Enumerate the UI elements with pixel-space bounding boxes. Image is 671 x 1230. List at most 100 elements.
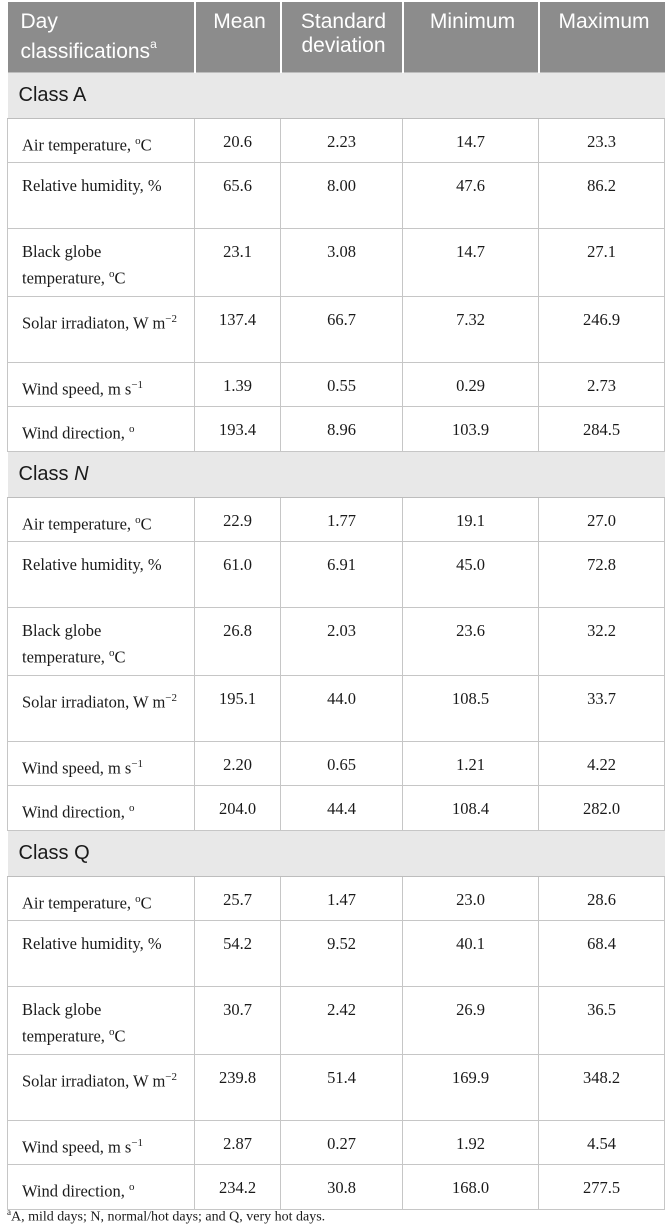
header-minimum: Minimum: [402, 2, 540, 72]
table-row: Black globe temperature, oC 23.1 3.08 14.7 2…: [7, 228, 665, 297]
unit-exponent: −2: [165, 312, 177, 325]
variable-label: Relative humidity, %: [22, 934, 162, 953]
table-row: Solar irradiaton, W m−2 137.4 66.7 7.32 246.…: [7, 295, 665, 363]
table-row: Wind speed, m s−1 2.20 0.65 1.21 4.22: [7, 740, 665, 786]
mean-cell: 137.4: [194, 295, 281, 363]
header-mean: Mean: [194, 2, 282, 72]
table-row: Black globe temperature, oC 30.7 2.42 26.9 3…: [7, 986, 665, 1055]
table-row: Solar irradiaton, W m−2 195.1 44.0 108.5 33.…: [7, 674, 665, 742]
class-label-prefix: Class: [18, 462, 75, 485]
variable-label: Black globe temperature,: [22, 1000, 110, 1046]
degree-mark: o: [109, 647, 115, 659]
mean-cell: 26.8: [194, 607, 281, 676]
minimum-cell: 14.7: [402, 228, 539, 297]
standard-deviation-cell: 9.52: [280, 920, 403, 987]
mean-cell: 1.39: [194, 361, 281, 407]
class-label: Class A: [7, 71, 665, 119]
variable-label: Wind direction,: [22, 802, 130, 822]
table-row: Wind direction, o 193.4 8.96 103.9 284.5: [7, 406, 665, 452]
variable-cell: Solar irradiaton, W m−2: [7, 1053, 195, 1121]
class-row: Class Q: [7, 829, 665, 877]
header-standard-deviation: Standard deviation: [280, 2, 404, 72]
mean-cell: 20.6: [194, 117, 281, 163]
footnote-mark: a: [7, 1207, 11, 1217]
table-header-row: Day classificationsa Mean Standard devia…: [7, 2, 665, 72]
variable-label: Air temperature,: [22, 514, 136, 533]
class-label-letter: A: [72, 83, 87, 106]
footnote-text: A, mild days; N, normal/hot days; and Q,…: [11, 1209, 326, 1225]
minimum-cell: 108.5: [402, 674, 539, 742]
standard-deviation-cell: 8.96: [280, 406, 403, 452]
unit-label: C: [114, 647, 126, 667]
minimum-cell: 45.0: [402, 541, 539, 608]
variable-cell: Relative humidity, %: [7, 920, 195, 987]
maximum-cell: 4.54: [538, 1119, 665, 1165]
degree-mark: o: [109, 268, 115, 280]
minimum-cell: 7.32: [402, 295, 539, 363]
minimum-cell: 169.9: [402, 1053, 539, 1121]
standard-deviation-cell: 1.77: [280, 496, 403, 542]
standard-deviation-cell: 0.55: [280, 361, 403, 407]
variable-cell: Black globe temperature, oC: [7, 607, 195, 676]
data-table: Day classificationsa Mean Standard devia…: [7, 2, 665, 1210]
standard-deviation-cell: 0.65: [280, 740, 403, 786]
degree-mark: o: [129, 1181, 135, 1193]
table-row: Wind direction, o 204.0 44.4 108.4 282.0: [7, 785, 665, 831]
mean-cell: 193.4: [194, 406, 281, 452]
table-row: Relative humidity, % 54.2 9.52 40.1 68.4: [7, 920, 665, 987]
minimum-cell: 40.1: [402, 920, 539, 987]
minimum-cell: 47.6: [402, 162, 539, 229]
maximum-cell: 32.2: [538, 607, 665, 676]
variable-label: Air temperature,: [22, 135, 136, 154]
variable-label: Solar irradiaton, W m: [22, 1071, 166, 1090]
class-label-prefix: Class: [18, 83, 73, 106]
variable-label: Wind speed, m s: [22, 1137, 132, 1156]
variable-cell: Air temperature, oC: [7, 117, 195, 163]
maximum-cell: 27.0: [538, 496, 665, 542]
class-row: Class N: [7, 450, 665, 498]
variable-label: Wind speed, m s: [22, 758, 132, 777]
mean-cell: 25.7: [194, 875, 281, 921]
standard-deviation-cell: 51.4: [280, 1053, 403, 1121]
unit-exponent: −1: [131, 757, 144, 770]
maximum-cell: 282.0: [538, 785, 665, 831]
variable-cell: Wind speed, m s−1: [7, 1119, 195, 1165]
unit-exponent: −2: [165, 1070, 177, 1083]
table-row: Wind speed, m s−1 1.39 0.55 0.29 2.73: [7, 361, 665, 407]
maximum-cell: 33.7: [538, 674, 665, 742]
class-row: Class A: [7, 71, 665, 119]
mean-cell: 65.6: [194, 162, 281, 229]
class-label-letter: N: [74, 462, 89, 485]
degree-mark: o: [135, 892, 141, 905]
mean-cell: 204.0: [194, 785, 281, 831]
variable-cell: Solar irradiaton, W m−2: [7, 295, 195, 363]
mean-cell: 61.0: [194, 541, 281, 608]
class-label-prefix: Class: [18, 841, 75, 864]
minimum-cell: 23.0: [402, 875, 539, 921]
class-label-letter: Q: [74, 841, 90, 864]
minimum-cell: 19.1: [402, 496, 539, 542]
table-row: Relative humidity, % 61.0 6.91 45.0 72.8: [7, 541, 665, 608]
minimum-cell: 0.29: [402, 361, 539, 407]
table-row: Wind direction, o 234.2 30.8 168.0 277.5: [7, 1164, 665, 1210]
standard-deviation-cell: 2.03: [280, 607, 403, 676]
variable-label: Black globe temperature,: [22, 242, 110, 288]
maximum-cell: 2.73: [538, 361, 665, 407]
maximum-cell: 23.3: [538, 117, 665, 163]
mean-cell: 195.1: [194, 674, 281, 742]
table-footnote: aA, mild days; N, normal/hot days; and Q…: [7, 1207, 325, 1226]
variable-cell: Wind direction, o: [7, 785, 195, 831]
standard-deviation-cell: 8.00: [280, 162, 403, 229]
variable-cell: Air temperature, oC: [7, 875, 195, 921]
mean-cell: 54.2: [194, 920, 281, 987]
class-label: Class Q: [7, 829, 665, 877]
standard-deviation-cell: 44.4: [280, 785, 403, 831]
variable-label: Black globe temperature,: [22, 621, 110, 667]
variable-cell: Black globe temperature, oC: [7, 986, 195, 1055]
variable-cell: Black globe temperature, oC: [7, 228, 195, 297]
variable-label: Solar irradiaton, W m: [22, 692, 166, 711]
standard-deviation-cell: 3.08: [280, 228, 403, 297]
unit-label: C: [140, 893, 152, 912]
mean-cell: 2.20: [194, 740, 281, 786]
unit-exponent: −2: [165, 691, 177, 704]
